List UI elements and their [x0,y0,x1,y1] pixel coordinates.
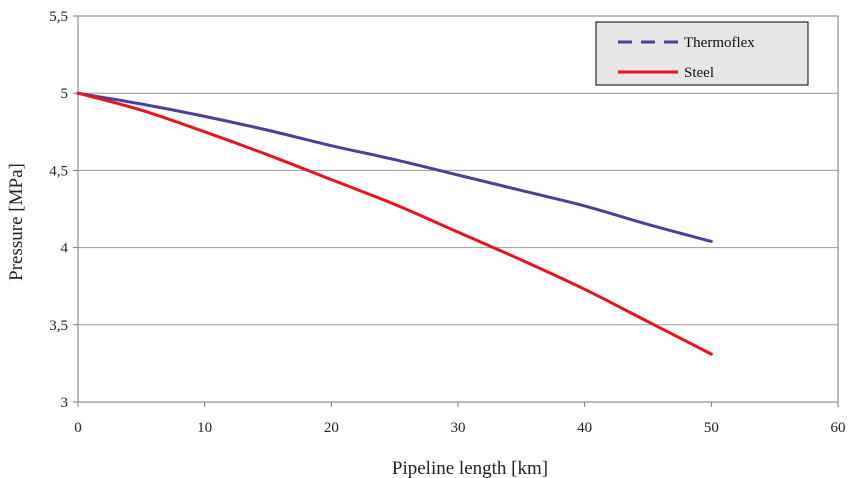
x-tick-label: 30 [451,420,466,436]
y-tick-label: 3 [61,395,69,411]
y-tick-label: 3,5 [49,318,68,334]
legend-label-thermoflex: Thermoflex [684,35,755,51]
x-tick-label: 10 [197,420,212,436]
legend-label-steel: Steel [684,65,714,81]
legend: Thermoflex Steel [595,21,809,86]
y-axis-title: Pressure [MPa] [6,163,27,281]
y-tick-label: 4 [61,241,69,257]
x-tick-label: 50 [704,420,719,436]
x-tick-label: 0 [74,420,82,436]
legend-box [595,21,809,86]
x-tick-label: 60 [831,420,846,436]
y-tick-label: 5 [61,86,69,102]
y-axis-ticks: 3 3,5 4 4,5 5 5,5 [49,9,78,411]
y-tick-label: 5,5 [49,9,68,25]
x-tick-label: 20 [324,420,339,436]
series-lines [76,91,713,356]
series-line-steel [76,91,713,356]
x-tick-label: 40 [577,420,592,436]
x-axis-ticks: 0 10 20 30 40 50 60 [74,402,846,436]
gridlines [78,92,838,326]
series-line-thermoflex [76,91,713,243]
x-axis-title: Pipeline length [km] [392,458,548,478]
y-tick-label: 4,5 [49,163,68,179]
